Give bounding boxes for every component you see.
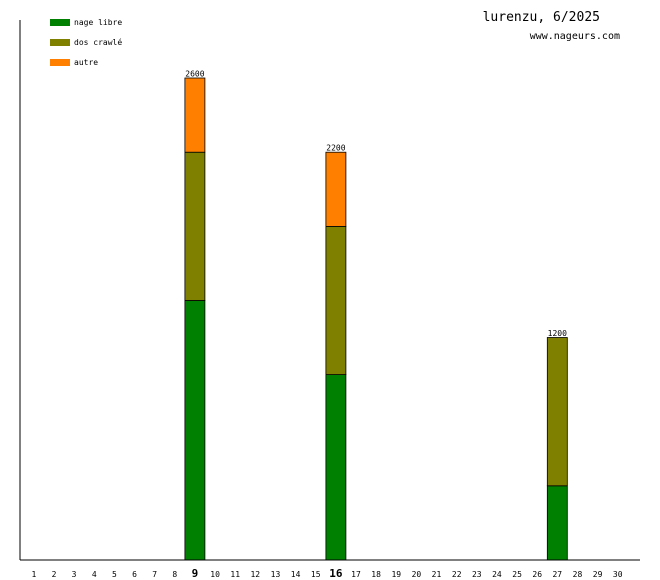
legend-swatch-nage-libre	[50, 18, 70, 26]
bar-segment-day-9-series-0	[184, 300, 206, 561]
x-tick-label: 24	[492, 570, 502, 579]
x-tick-label: 30	[613, 570, 623, 579]
bar-segment-day-16-series-1	[325, 225, 347, 376]
x-tick-label: 8	[172, 570, 177, 579]
x-tick-label: 16	[329, 567, 343, 580]
x-tick-label: 9	[192, 567, 199, 580]
x-tick-label: 14	[291, 570, 301, 579]
x-tick-label: 20	[412, 570, 422, 579]
x-tick-label: 23	[472, 570, 482, 579]
x-tick-label: 15	[311, 570, 321, 579]
bar-segment-day-9-series-1	[184, 151, 206, 301]
x-tick-label: 17	[351, 570, 361, 579]
legend-item-dos-crawle: dos crawlé	[50, 36, 122, 48]
legend-label-dos-crawle: dos crawlé	[74, 37, 123, 47]
legend-item-nage-libre: nage libre	[50, 16, 122, 28]
bar-segment-day-16-series-2	[325, 151, 347, 227]
bar-segment-day-27-series-1	[546, 337, 568, 487]
bar-total-label: 2200	[326, 144, 345, 153]
x-tick-label: 4	[92, 570, 97, 579]
x-tick-label: 19	[391, 570, 401, 579]
legend-label-nage-libre: nage libre	[74, 17, 123, 27]
legend-item-autre: autre	[50, 56, 98, 68]
x-tick-label: 25	[512, 570, 522, 579]
bar-total-label: 2600	[185, 70, 204, 79]
bars-group	[184, 77, 568, 561]
legend-label-autre: autre	[74, 57, 99, 67]
x-tick-label: 12	[250, 570, 260, 579]
bar-segment-day-27-series-0	[546, 485, 568, 561]
bar-total-label: 1200	[548, 329, 567, 338]
x-tick-label: 18	[371, 570, 381, 579]
x-tick-label: 6	[132, 570, 137, 579]
x-tick-label: 11	[230, 570, 240, 579]
bar-segment-day-16-series-0	[325, 374, 347, 561]
x-tick-label: 3	[72, 570, 77, 579]
x-tick-label: 1	[31, 570, 36, 579]
x-tick-label: 22	[452, 570, 462, 579]
x-tick-label: 5	[112, 570, 117, 579]
x-tick-label: 10	[210, 570, 220, 579]
x-tick-label: 27	[552, 570, 562, 579]
x-tick-label: 21	[432, 570, 442, 579]
bar-segment-day-9-series-2	[184, 77, 206, 153]
chart-title: lurenzu, 6/2025	[482, 10, 600, 25]
x-tick-label: 13	[271, 570, 281, 579]
totals-group: 2600 2200 1200	[185, 70, 567, 339]
x-tick-label: 29	[593, 570, 603, 579]
legend-swatch-autre	[50, 58, 70, 66]
x-tick-label: 26	[532, 570, 542, 579]
x-tick-labels: 1 2 3 4 5 6 7 8 9 10 11 12 13 14 15 16 17 18 19 20 21 22 23 24 2…	[31, 567, 622, 580]
x-tick-label: 28	[573, 570, 583, 579]
legend-swatch-dos-crawle	[50, 38, 70, 46]
x-tick-label: 7	[152, 570, 157, 579]
x-tick-label: 2	[52, 570, 57, 579]
site-url: www.nageurs.com	[529, 31, 620, 42]
